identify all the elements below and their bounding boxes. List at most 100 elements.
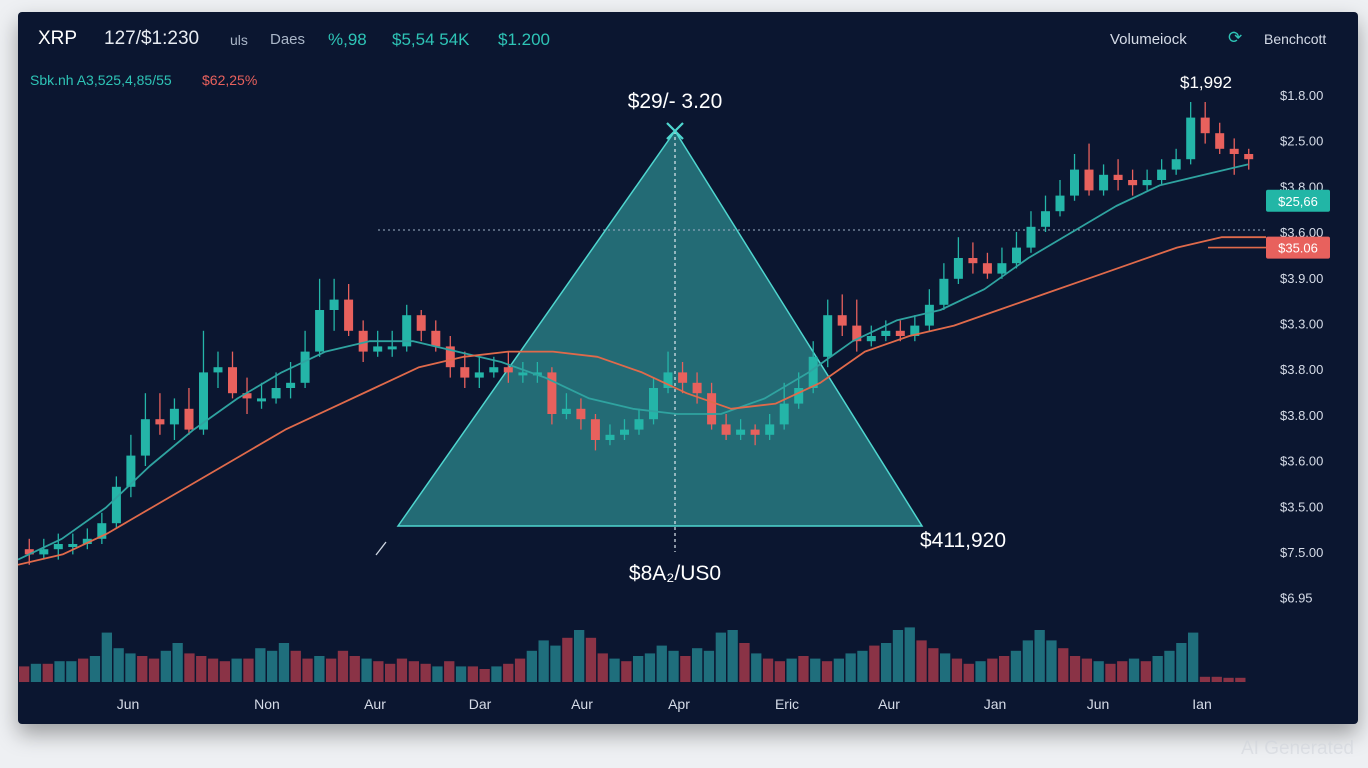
candle [460,351,470,388]
volume-bar [314,656,325,682]
volume-bar [54,661,65,682]
volume-bar [455,666,467,682]
x-tick-label: Non [254,696,280,712]
candle [344,284,354,336]
volume-bar [78,658,89,682]
top-right-annotation: $1,992 [1180,73,1232,92]
volume-bar [137,656,148,682]
candle [576,398,586,430]
candle [808,341,818,394]
volume-bar [975,661,986,682]
volume-bar [680,656,691,682]
candle [68,533,78,555]
refresh-icon[interactable]: ⟳ [1228,28,1243,47]
y-tick-label: $3.3.00 [1280,317,1323,332]
volume-bar [940,653,951,682]
y-tick-label: $6.95 [1280,591,1313,606]
candle [228,351,237,399]
y-tick-label: $2.5.00 [1280,134,1323,149]
volume-bar [751,653,762,682]
volume-bar [148,658,160,682]
candle [184,388,194,435]
candle [1171,148,1181,175]
volume-bar [337,650,349,682]
x-tick-label: Dar [469,696,492,712]
unit-label[interactable]: uls [230,32,248,48]
volume-bar [621,661,632,682]
candle [721,414,731,440]
volume-bar [892,630,904,682]
volume-bar [1211,676,1222,682]
candle [24,538,34,565]
candle [1229,138,1239,175]
x-tick-label: Jun [117,696,140,712]
y-tick-label: $3.8.00 [1280,362,1323,377]
volume-bar [633,656,644,682]
candle [402,304,412,352]
candle [692,372,702,404]
candle [1186,102,1196,165]
candle [416,310,426,342]
y-tick-label: $3.5.00 [1280,499,1323,514]
range-label[interactable]: Daes [270,31,306,48]
volume-bar [1199,676,1211,682]
price-chart: $1.8.00 $2.5.00 $3.8.00 $3.6.00 $3.9.00 $3.3.… [18,73,1330,712]
volume-bar [798,656,809,682]
volume-bar [538,640,549,682]
candle [1026,211,1036,253]
candle [910,315,920,342]
volume-bar [196,656,207,682]
y-tick-label: $3.6.00 [1280,454,1323,469]
volume-bar [1128,658,1140,682]
candle [97,512,107,544]
volume-bar [267,650,278,682]
candle [765,414,775,440]
candle [649,377,658,425]
candle [315,278,325,357]
volume-bar [113,648,124,682]
volume-bar [101,632,112,682]
price-tag: $25,66 [1266,189,1330,212]
candle [271,372,281,404]
candle [1070,154,1079,201]
volume-bar [444,661,455,682]
trend-stub [375,541,387,556]
volume-bar [715,632,726,682]
volume-bar [999,656,1010,682]
volume-bar [692,648,703,682]
bench-button[interactable]: Benchcott [1264,31,1327,47]
candle [1244,148,1254,170]
y-tick-label: $3.9.00 [1280,271,1323,286]
volume-bar [514,658,526,682]
candle [387,330,397,357]
bottom-annotation: $8A₂/US0 [629,562,721,585]
volume-bar [881,643,892,682]
candle [605,424,615,446]
candle [111,476,121,529]
volume-bar [30,663,42,682]
candle [358,320,368,362]
volume-bar [172,643,183,682]
volume-bar [1152,656,1163,682]
y-tick-label: $3.8.00 [1280,408,1323,423]
volume-bar [503,663,514,682]
watermark: AI Generated [1240,738,1354,759]
candle [503,351,513,383]
candle [1055,180,1065,217]
candle [1084,143,1094,196]
volume-bar [739,643,750,682]
candle [257,382,266,409]
volume-bar [42,663,53,682]
candle [939,263,949,310]
candle [678,362,688,394]
candle [1099,164,1109,196]
volume-bar [467,666,478,682]
volume-bar [243,658,254,682]
volume-bar [1105,663,1116,682]
right-annotation: $411,920 [920,529,1006,552]
price-tag-label: $25,66 [1278,194,1318,209]
volume-bar [66,661,77,682]
apex-annotation: $29/- 3.20 [628,90,723,113]
volume-button[interactable]: Volumeiock [1110,31,1187,48]
candle [837,294,847,336]
